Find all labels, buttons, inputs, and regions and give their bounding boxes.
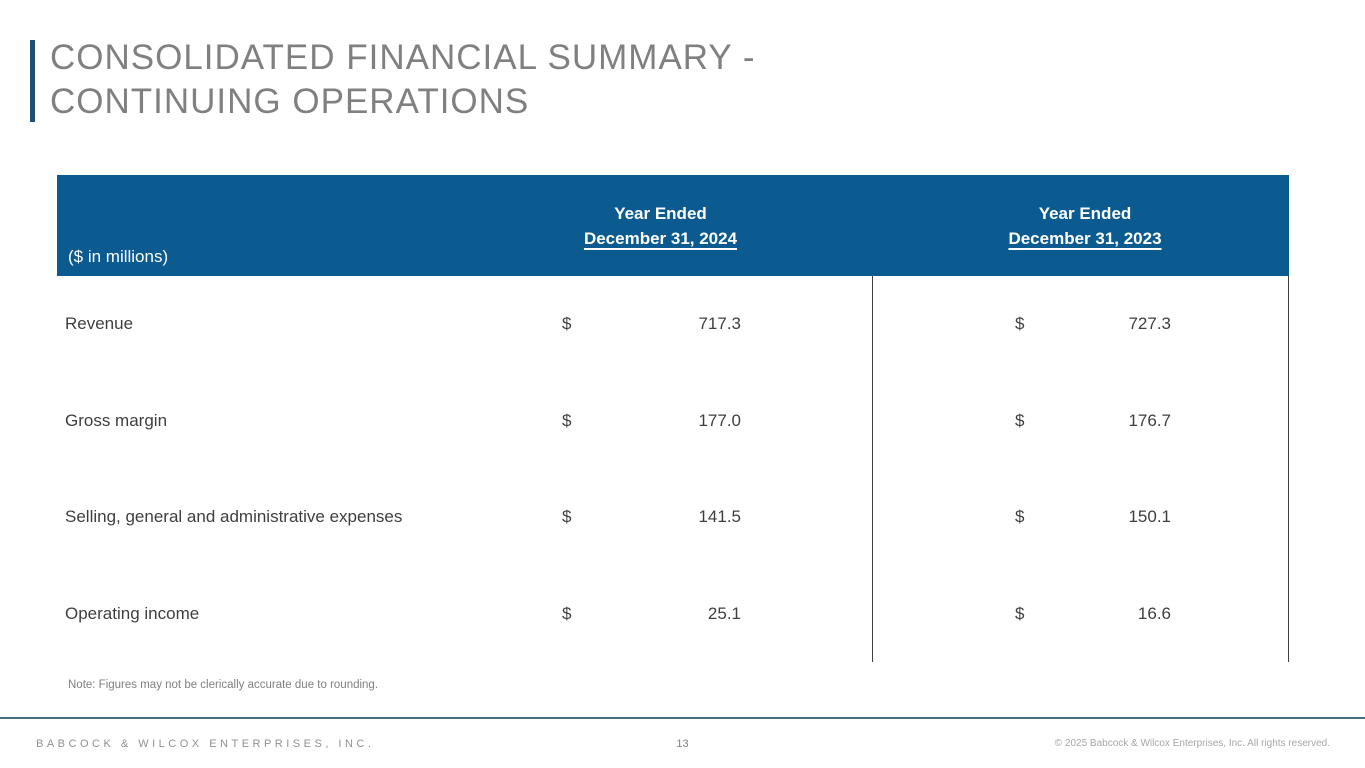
value-cell-2023: $ 727.3: [873, 276, 1289, 373]
row-label: Gross margin: [65, 410, 168, 430]
value-cell-2023: $ 150.1: [873, 469, 1289, 566]
currency-symbol: $: [562, 410, 572, 430]
page-title-line2: CONTINUING OPERATIONS: [50, 82, 530, 121]
currency-symbol: $: [1015, 314, 1025, 334]
value-cell-2024: $ 25.1: [500, 565, 873, 662]
column-header-2023: Year Ended December 31, 2023: [873, 175, 1289, 276]
amount-2023: 16.6: [1137, 603, 1171, 623]
amount-2023: 176.7: [1128, 410, 1171, 430]
amount-2024: 717.3: [698, 314, 741, 334]
page-number: 13: [676, 737, 689, 750]
currency-symbol: $: [1015, 507, 1025, 527]
table-row: Selling, general and administrative expe…: [57, 469, 1289, 566]
currency-symbol: $: [562, 314, 572, 334]
page-title: CONSOLIDATED FINANCIAL SUMMARY - CONTINU…: [50, 36, 756, 124]
column-header-2024-date: December 31, 2024: [583, 228, 738, 248]
row-label: Selling, general and administrative expe…: [65, 507, 403, 527]
value-cell-2024: $ 141.5: [500, 469, 873, 566]
table-row: Revenue $ 717.3 $ 727.3: [57, 276, 1289, 373]
amount-2024: 177.0: [698, 410, 741, 430]
slide-footer: BABCOCK & WILCOX ENTERPRISES, INC. 13 © …: [0, 717, 1365, 768]
title-accent-bar: [30, 40, 35, 122]
column-header-2024: Year Ended December 31, 2024: [500, 175, 873, 276]
currency-symbol: $: [1015, 603, 1025, 623]
table-row: Operating income $ 25.1 $ 16.6: [57, 565, 1289, 662]
footer-company-name: BABCOCK & WILCOX ENTERPRISES, INC.: [36, 737, 375, 750]
column-header-2023-period: Year Ended: [1038, 203, 1132, 223]
row-label: Revenue: [65, 314, 134, 334]
column-header-2024-period: Year Ended: [614, 203, 707, 223]
table-body: Revenue $ 717.3 $ 727.3 Gross margin $: [57, 276, 1289, 662]
amount-2024: 141.5: [698, 507, 741, 527]
copyright-notice: © 2025 Babcock & Wilcox Enterprises, Inc…: [1054, 738, 1330, 749]
table-row: Gross margin $ 177.0 $ 176.7: [57, 372, 1289, 469]
financial-summary-table: ($ in millions) Year Ended December 31, …: [57, 175, 1289, 662]
value-cell-2023: $ 176.7: [873, 372, 1289, 469]
unit-label: ($ in millions): [68, 247, 169, 266]
column-header-2023-date: December 31, 2023: [1008, 228, 1162, 248]
row-label: Operating income: [65, 603, 200, 623]
value-cell-2024: $ 177.0: [500, 372, 873, 469]
currency-symbol: $: [1015, 410, 1025, 430]
value-cell-2023: $ 16.6: [873, 565, 1289, 662]
table-header: ($ in millions) Year Ended December 31, …: [57, 175, 1289, 276]
amount-2023: 150.1: [1128, 507, 1171, 527]
page-title-line1: CONSOLIDATED FINANCIAL SUMMARY -: [50, 38, 756, 77]
rounding-note: Note: Figures may not be clerically accu…: [68, 679, 379, 691]
currency-symbol: $: [562, 507, 572, 527]
value-cell-2024: $ 717.3: [500, 276, 873, 373]
amount-2024: 25.1: [707, 603, 741, 623]
amount-2023: 727.3: [1128, 314, 1171, 334]
currency-symbol: $: [562, 603, 572, 623]
